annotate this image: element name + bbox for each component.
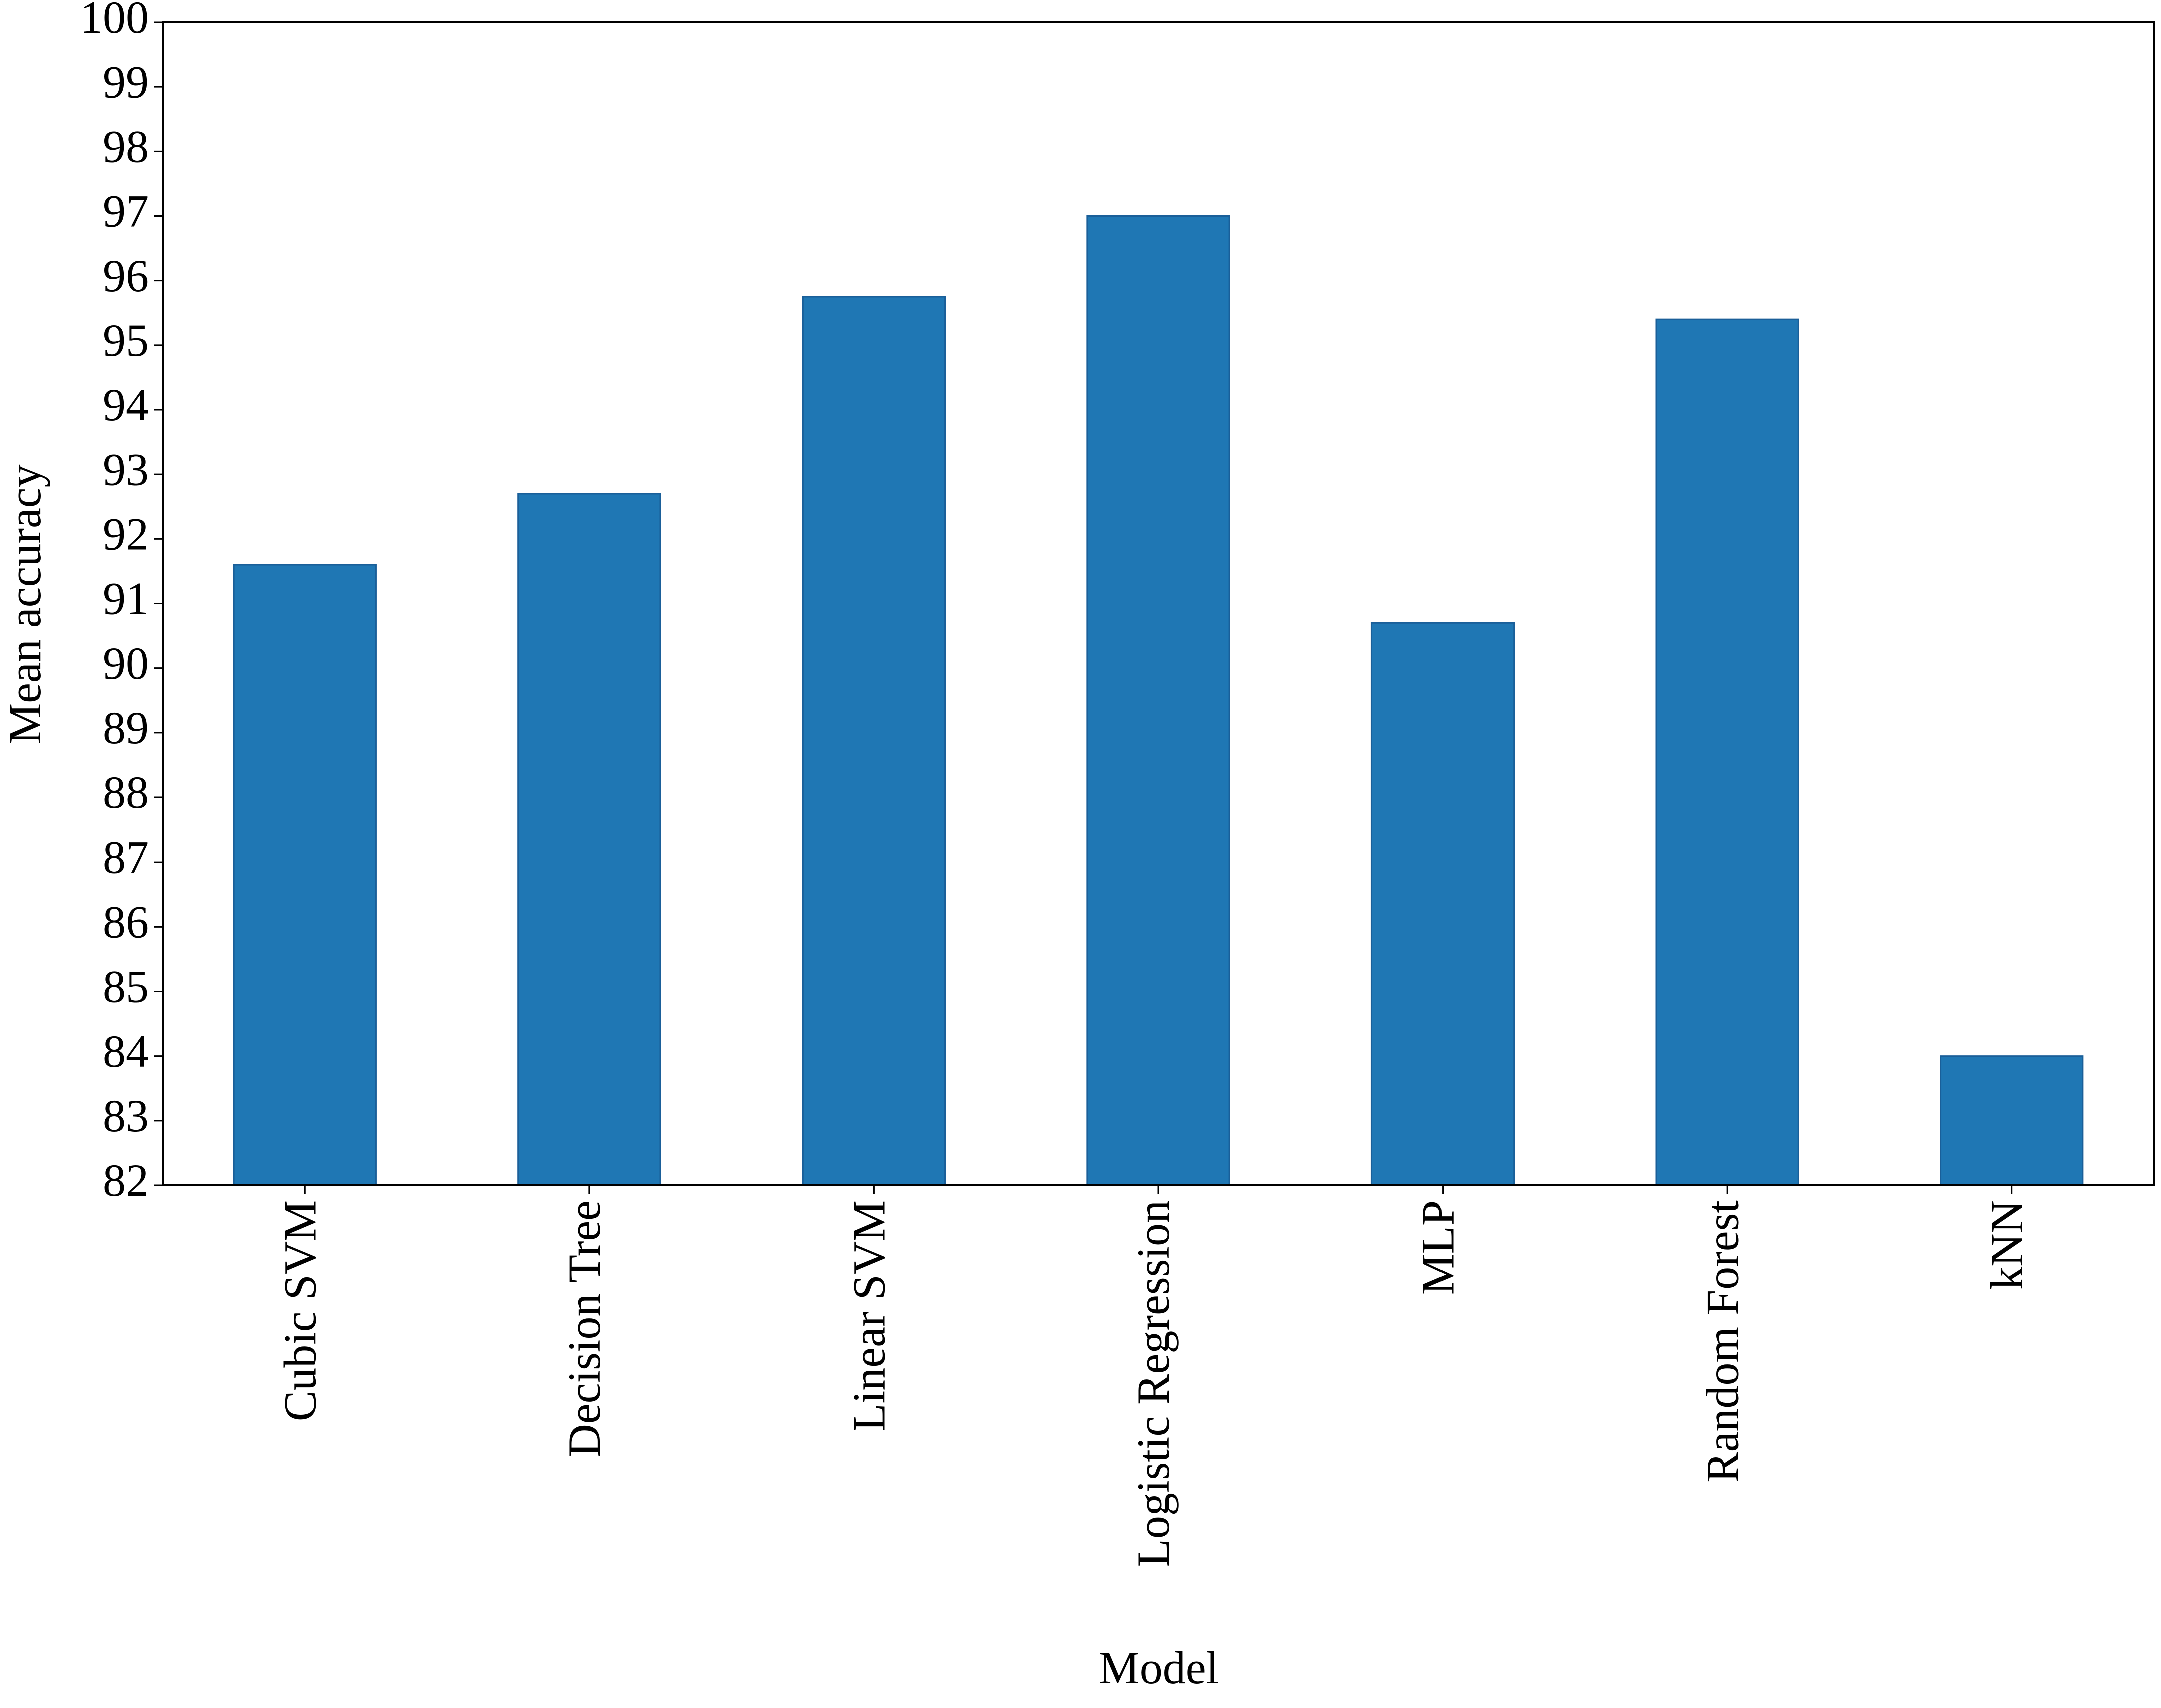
y-tick-label: 86 <box>103 896 149 947</box>
y-tick-label: 85 <box>103 961 149 1012</box>
bar <box>1655 318 1799 1186</box>
plot-frame <box>162 21 2155 1186</box>
y-tick-label: 84 <box>103 1026 149 1077</box>
y-tick-label: 83 <box>103 1090 149 1141</box>
y-tick-label: 100 <box>80 0 149 43</box>
x-axis-label: Model <box>1099 1642 1219 1693</box>
bar <box>802 296 946 1186</box>
y-tick-label: 88 <box>103 767 149 818</box>
y-tick-label: 93 <box>103 444 149 495</box>
bar <box>1370 622 1515 1186</box>
bar <box>517 493 661 1186</box>
y-tick-label: 95 <box>103 315 149 366</box>
y-axis-label: Mean accuracy <box>0 464 50 744</box>
y-tick-label: 90 <box>103 638 149 689</box>
y-tick-label: 94 <box>103 379 149 430</box>
y-tick-label: 92 <box>103 508 149 559</box>
y-tick-label: 91 <box>103 573 149 624</box>
x-tick-label: Decision Tree <box>559 1200 610 1457</box>
bar <box>1940 1055 2084 1186</box>
y-tick-label: 97 <box>103 186 149 237</box>
x-tick-label: Logistic Regression <box>1128 1200 1179 1567</box>
x-tick-label: Linear SVM <box>844 1200 895 1431</box>
y-tick-label: 89 <box>103 702 149 753</box>
x-tick-label: Cubic SVM <box>274 1200 325 1421</box>
x-tick-label: Random Forest <box>1697 1200 1748 1483</box>
x-tick-label: kNN <box>1981 1200 2032 1290</box>
y-tick-label: 82 <box>103 1155 149 1206</box>
y-tick-label: 96 <box>103 250 149 301</box>
y-tick-label: 99 <box>103 56 149 107</box>
bar <box>1086 215 1230 1186</box>
y-tick-label: 98 <box>103 121 149 172</box>
x-tick-label: MLP <box>1412 1200 1464 1295</box>
bar <box>233 564 377 1186</box>
y-tick-label: 87 <box>103 831 149 883</box>
